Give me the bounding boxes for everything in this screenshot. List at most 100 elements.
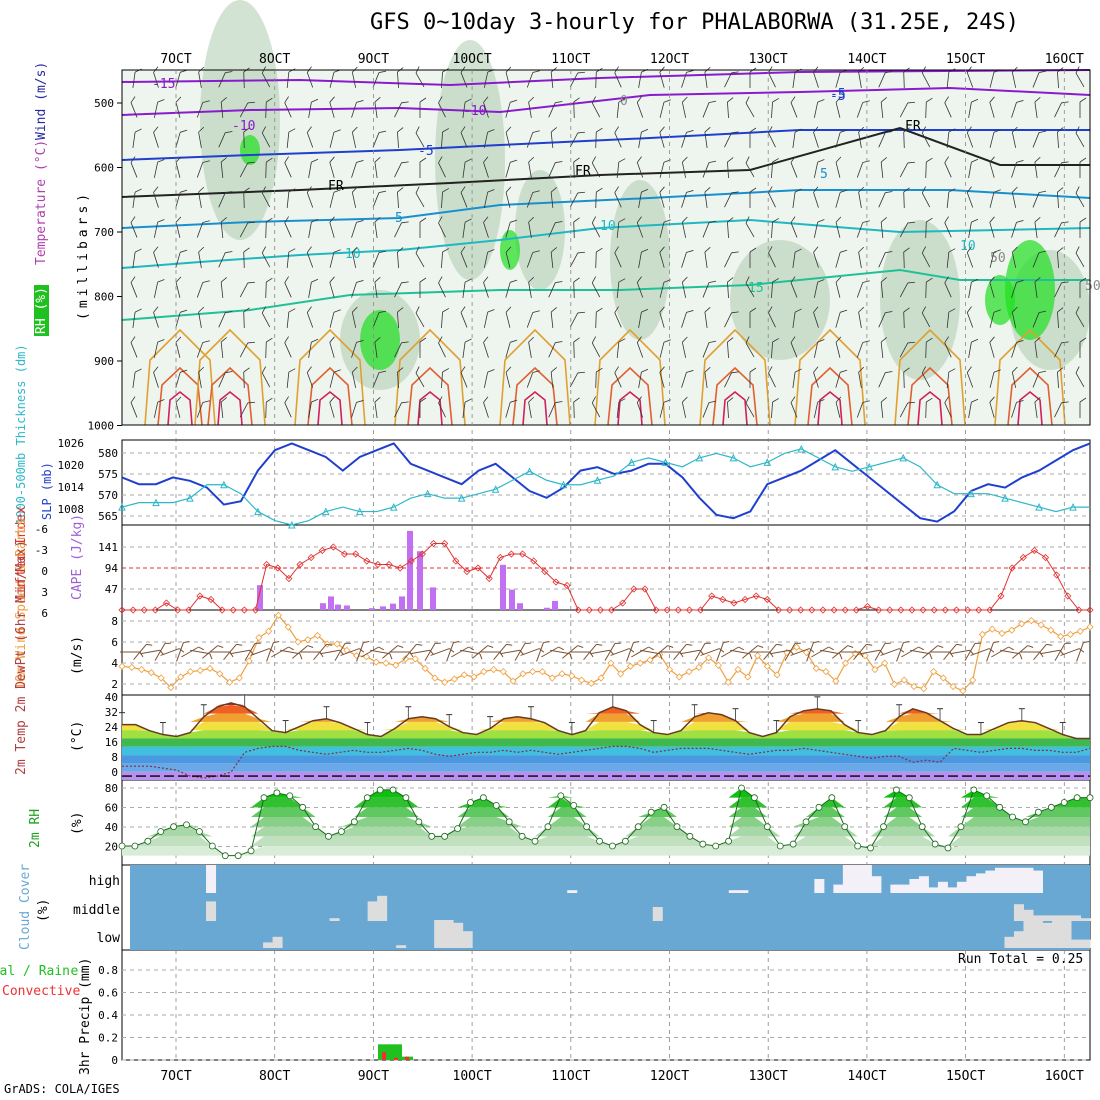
upper-wind-barb <box>614 126 622 148</box>
contour-label: -5 <box>830 87 846 102</box>
wind-speed-point <box>724 678 732 686</box>
rh-point <box>789 840 797 848</box>
thickness-point <box>389 502 398 511</box>
upper-wind-barb <box>704 126 711 148</box>
cloud-high-bar <box>985 870 996 893</box>
wind-speed-point <box>441 678 449 686</box>
upper-wind-barb <box>835 249 848 268</box>
cloud-high-bar <box>956 881 967 893</box>
rh-point <box>118 842 126 850</box>
upper-wind-barb <box>749 187 757 208</box>
upper-wind-barb <box>526 130 540 148</box>
cloud-bg <box>130 865 1090 950</box>
rh-point <box>1009 813 1016 821</box>
upper-wind-barb <box>899 401 915 418</box>
wind-speed-point <box>1027 617 1035 625</box>
temp-band <box>122 705 1090 714</box>
upper-wind-barb <box>526 310 540 328</box>
upper-wind-barb <box>636 396 644 418</box>
wind10-barb <box>451 646 475 658</box>
upper-wind-barb <box>175 189 188 208</box>
rh-point <box>596 837 603 845</box>
upper-wind-barb <box>968 278 979 298</box>
rh-point <box>454 825 461 832</box>
rh-line <box>122 787 1090 857</box>
upper-wind-barb <box>925 97 933 119</box>
upper-wind-barb <box>351 126 358 148</box>
temp-band <box>122 730 1090 739</box>
upper-wind-barb <box>681 396 688 418</box>
cloud-high-bar <box>966 876 977 893</box>
upper-wind-barb <box>1079 97 1087 118</box>
li-point <box>1053 571 1061 579</box>
thickness-point <box>288 520 296 529</box>
contour-warm-outer <box>499 328 571 426</box>
upper-wind-barb <box>989 336 995 358</box>
upper-wind-barb <box>880 337 887 358</box>
li-point <box>1041 553 1050 562</box>
upper-wind-barb <box>483 189 495 208</box>
upper-wind-barb <box>768 246 776 268</box>
contour-label: 10 <box>960 239 976 254</box>
upper-wind-barb <box>550 367 557 388</box>
upper-wind-barb <box>702 220 717 238</box>
upper-wind-barb <box>329 129 341 148</box>
upper-wind-barb <box>569 371 585 388</box>
contour-warm-inner <box>722 390 748 426</box>
upper-wind-barb <box>790 336 798 358</box>
wind10-barb <box>520 648 545 656</box>
cloud-low-bar <box>1080 939 1091 948</box>
rh-point <box>905 794 913 802</box>
cape-bar <box>399 596 405 610</box>
upper-ylabel-mb: (millibars) <box>76 189 91 320</box>
temp-line <box>122 702 1090 740</box>
rh-point <box>738 784 745 792</box>
wind-speed-point <box>411 655 419 663</box>
upper-wind-barb <box>702 100 717 118</box>
li-point <box>452 557 460 565</box>
upper-wind-barb <box>265 97 273 119</box>
upper-wind-barb <box>153 186 159 208</box>
upper-wind-barb <box>374 276 381 298</box>
upper-wind-barb <box>835 156 842 178</box>
upper-wind-barb <box>835 189 848 208</box>
upper-wind-barb <box>659 99 671 118</box>
cloud-middle-bar <box>329 918 340 921</box>
contour-warm-inner <box>617 390 643 426</box>
upper-wind-barb <box>1032 370 1047 388</box>
wind10-barb <box>730 649 753 660</box>
rh-point <box>286 792 294 800</box>
precip-tick-label: 0.6 <box>98 987 118 1000</box>
upper-wind-barb <box>308 398 319 418</box>
contour-warm-mid <box>907 366 953 426</box>
upper-wind-barb <box>659 186 665 208</box>
wind-speed-point <box>626 662 635 670</box>
li-point <box>352 550 360 558</box>
rh-point <box>854 842 862 850</box>
rh-point <box>518 832 526 840</box>
upper-wind-barb <box>153 159 165 178</box>
cape-bar <box>517 603 523 610</box>
upper-wind-barb <box>659 366 665 388</box>
upper-wind-barb <box>483 369 495 388</box>
upper-wind-barb <box>153 366 159 388</box>
wind-speed-point <box>841 659 850 667</box>
li-point <box>819 606 827 614</box>
thickness-point <box>355 507 364 516</box>
cloud-high-bar <box>1004 867 1015 893</box>
upper-wind-barb <box>415 246 425 268</box>
time-label-bottom: 9OCT <box>358 1069 389 1084</box>
cloud-high-bar <box>738 890 749 893</box>
upper-wind-barb <box>397 127 404 149</box>
wind-speed-point <box>216 670 224 678</box>
cloud-high-bar <box>890 884 901 893</box>
cloud-low-bar <box>1013 931 1024 948</box>
precip-total-bar <box>378 1044 390 1060</box>
upper-wind-barb <box>505 186 512 208</box>
upper-wind-barb <box>218 131 233 148</box>
wind10-barb <box>424 642 441 661</box>
li-point <box>118 606 126 614</box>
upper-wind-barb <box>749 307 757 328</box>
upper-wind-barb <box>528 156 535 178</box>
upper-wind-barb <box>573 337 580 359</box>
